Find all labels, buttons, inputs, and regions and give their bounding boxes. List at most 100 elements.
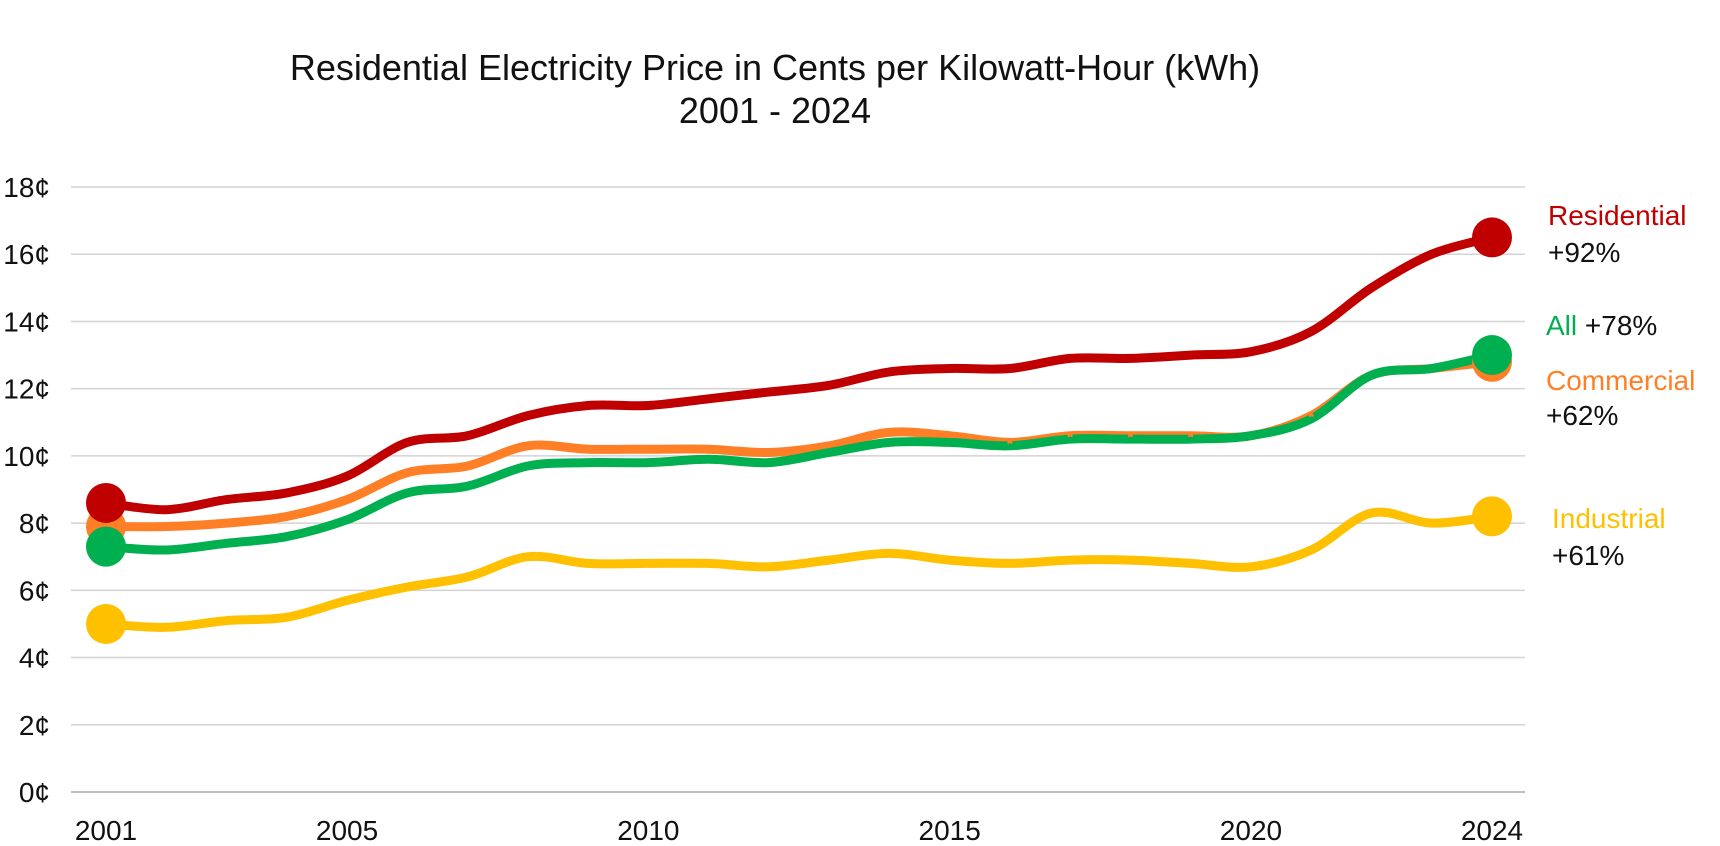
- data-point-industrial: [1368, 510, 1374, 516]
- y-tick-label: 12¢: [3, 374, 50, 405]
- data-point-industrial: [1127, 557, 1133, 563]
- data-point-industrial: [284, 614, 290, 620]
- data-point-industrial-start: [86, 603, 126, 644]
- data-point-all: [585, 460, 591, 466]
- data-point-all: [1127, 436, 1133, 442]
- series-name: Residential: [1548, 200, 1687, 231]
- x-tick-label: 2005: [316, 815, 378, 846]
- data-point-commercial: [645, 446, 651, 452]
- x-tick-label: 2015: [919, 815, 981, 846]
- data-point-commercial: [886, 429, 892, 435]
- series-name: Industrial: [1552, 503, 1666, 534]
- series-name: All: [1546, 310, 1577, 341]
- data-point-all-end: [1472, 335, 1512, 376]
- data-point-commercial: [947, 433, 953, 439]
- data-point-industrial: [947, 557, 953, 563]
- data-point-residential: [525, 413, 531, 419]
- data-point-all: [1007, 443, 1013, 449]
- data-point-industrial: [465, 574, 471, 580]
- data-point-all: [645, 460, 651, 466]
- y-tick-label: 8¢: [19, 508, 50, 539]
- data-point-residential-start: [86, 482, 126, 523]
- data-point-all: [766, 460, 772, 466]
- data-point-commercial: [404, 470, 410, 476]
- data-point-industrial: [1248, 564, 1254, 570]
- data-point-residential: [1429, 251, 1435, 257]
- y-tick-label: 10¢: [3, 441, 50, 472]
- data-point-residential: [1067, 355, 1073, 361]
- data-point-all: [947, 439, 953, 445]
- data-point-industrial: [585, 560, 591, 566]
- series-change: +61%: [1552, 540, 1624, 571]
- series-markers: [86, 217, 1512, 644]
- data-point-all: [1308, 416, 1314, 422]
- data-point-residential: [1368, 285, 1374, 291]
- data-point-all: [284, 534, 290, 540]
- data-point-industrial: [224, 618, 230, 624]
- chart-title: Residential Electricity Price in Cents p…: [290, 47, 1260, 88]
- y-tick-label: 18¢: [3, 172, 50, 203]
- end-label-industrial: Industrial +61%: [1552, 503, 1666, 571]
- end-label-all: All +78%: [1546, 310, 1657, 341]
- data-point-residential: [706, 396, 712, 402]
- data-point-industrial: [344, 597, 350, 603]
- data-point-residential: [163, 507, 169, 513]
- y-tick-label: 2¢: [19, 710, 50, 741]
- data-point-residential: [585, 402, 591, 408]
- data-point-residential: [224, 497, 230, 503]
- y-tick-label: 0¢: [19, 777, 50, 808]
- data-point-residential: [1248, 349, 1254, 355]
- data-point-industrial: [1067, 557, 1073, 563]
- data-point-residential: [645, 402, 651, 408]
- data-point-all: [1429, 366, 1435, 371]
- data-point-all: [826, 450, 832, 456]
- data-point-industrial: [163, 624, 169, 630]
- end-label-commercial: Commercial +62%: [1546, 365, 1695, 431]
- data-point-all: [886, 439, 892, 445]
- data-point-residential: [766, 389, 772, 395]
- series-change: +92%: [1548, 237, 1620, 268]
- data-point-all: [404, 490, 410, 496]
- data-point-industrial: [826, 557, 832, 563]
- data-point-industrial: [1188, 560, 1194, 566]
- data-point-residential: [1308, 329, 1314, 335]
- x-tick-label: 2024: [1461, 815, 1523, 846]
- data-point-residential: [1127, 355, 1133, 361]
- data-point-industrial: [766, 564, 772, 570]
- y-tick-label: 4¢: [19, 643, 50, 674]
- y-tick-label: 14¢: [3, 306, 50, 337]
- series-change: +62%: [1546, 400, 1618, 431]
- y-axis-ticks: 0¢ 2¢ 4¢ 6¢ 8¢ 10¢ 12¢ 14¢ 16¢ 18¢: [3, 172, 50, 808]
- data-point-residential: [284, 490, 290, 496]
- x-tick-label: 2020: [1220, 815, 1282, 846]
- data-point-industrial-end: [1472, 496, 1512, 537]
- series-line-residential: [101, 232, 1497, 515]
- data-point-residential-end: [1472, 217, 1512, 258]
- data-point-industrial: [1429, 520, 1435, 526]
- data-point-commercial: [706, 446, 712, 452]
- data-point-all: [224, 540, 230, 546]
- data-point-commercial: [284, 513, 290, 519]
- data-point-commercial: [163, 523, 169, 529]
- data-point-commercial: [585, 446, 591, 452]
- series-name: Commercial: [1546, 365, 1695, 396]
- end-label-residential: Residential +92%: [1548, 200, 1687, 268]
- data-point-all: [1067, 436, 1073, 442]
- chart-subtitle: 2001 - 2024: [679, 90, 871, 131]
- data-point-all-start: [86, 526, 126, 567]
- data-point-commercial: [344, 497, 350, 503]
- data-point-industrial: [525, 554, 531, 560]
- series-lines: [101, 232, 1497, 632]
- data-point-commercial: [525, 443, 531, 449]
- series-change: +78%: [1577, 310, 1657, 341]
- data-point-all: [163, 547, 169, 553]
- y-tick-label: 6¢: [19, 575, 50, 606]
- data-point-all: [465, 483, 471, 489]
- data-point-residential: [1188, 352, 1194, 358]
- data-point-all: [344, 517, 350, 523]
- data-point-residential: [1007, 366, 1013, 371]
- data-point-commercial: [766, 450, 772, 456]
- data-point-residential: [404, 439, 410, 445]
- data-point-industrial: [706, 560, 712, 566]
